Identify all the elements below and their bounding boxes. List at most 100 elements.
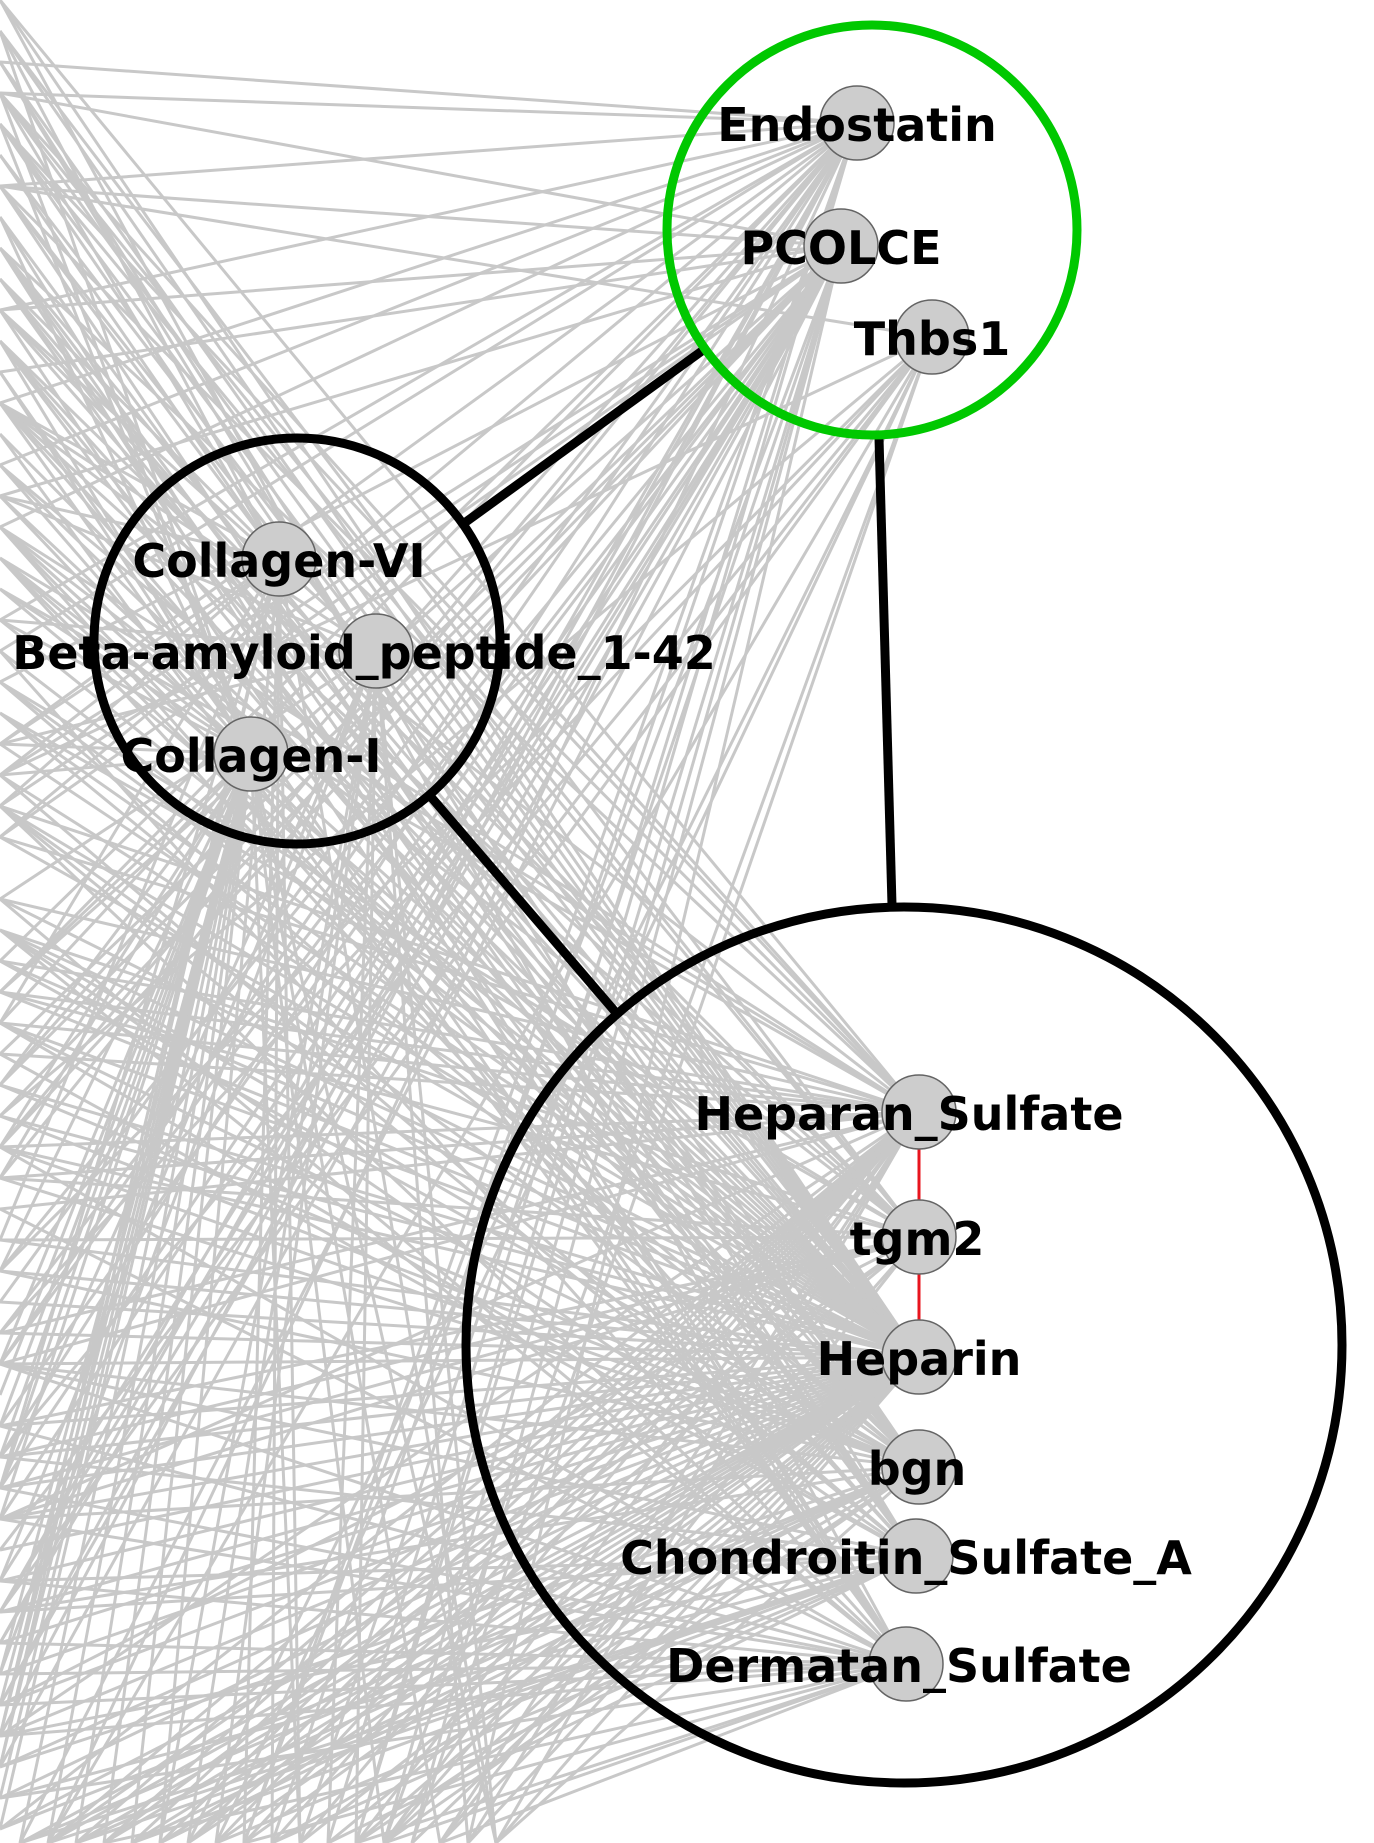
- node-endostatin[interactable]: [819, 85, 895, 161]
- node-heparan-sulfate[interactable]: [881, 1074, 957, 1150]
- background-edge: [0, 753, 253, 1427]
- node-collagen-i[interactable]: [213, 716, 289, 792]
- background-edge: [0, 556, 921, 1469]
- node-heparin[interactable]: [881, 1319, 957, 1395]
- background-edge: [0, 753, 253, 1272]
- background-edge: [0, 1362, 907, 1666]
- background-edge: [0, 278, 918, 1557]
- background-edge: [215, 1355, 920, 1843]
- node-label-collagen-vi: Collagen-VI: [132, 534, 425, 588]
- background-edge: [0, 1465, 920, 1614]
- background-edge: [0, 742, 920, 1359]
- background-edge: [47, 1235, 920, 1843]
- background-edge: [0, 216, 908, 1665]
- background-edge: [0, 91, 858, 125]
- background-edge: [0, 121, 858, 529]
- background-edge: [0, 494, 921, 1469]
- background-edge: [0, 371, 908, 1665]
- background-edge: [0, 60, 858, 125]
- background-edge: [0, 680, 920, 1239]
- background-edge: [0, 711, 920, 1239]
- node-collagen-vi[interactable]: [241, 521, 317, 597]
- background-edge: [0, 244, 842, 684]
- node-beta-amyloid[interactable]: [338, 613, 414, 689]
- node-dermatan-sulfate[interactable]: [868, 1626, 944, 1702]
- background-edge: [0, 184, 921, 1114]
- background-edge: [0, 1176, 920, 1469]
- background-edge: [130, 753, 253, 1843]
- background-edge: [0, 247, 921, 1468]
- background-edge: [0, 897, 907, 1666]
- background-edge: [0, 618, 920, 1359]
- background-edge: [0, 1362, 920, 1469]
- background-edge: [0, 1662, 907, 1738]
- cluster-bottom-outline[interactable]: [461, 902, 1347, 1788]
- background-edge: [0, 1465, 920, 1831]
- background-edge: [0, 1486, 907, 1666]
- background-edge: [0, 1517, 907, 1666]
- background-edge: [0, 1207, 907, 1666]
- background-edge: [0, 1554, 917, 1583]
- background-edge: [0, 990, 920, 1239]
- background-edge: [0, 339, 921, 1359]
- background-edge: [74, 753, 253, 1843]
- background-edge: [0, 1176, 920, 1239]
- background-edge: [0, 247, 918, 1557]
- background-edge: [0, 804, 908, 1666]
- node-label-endostatin: Endostatin: [717, 98, 997, 152]
- background-edge: [0, 1554, 917, 1614]
- node-pcolce[interactable]: [803, 208, 879, 284]
- cluster-left-outline[interactable]: [89, 433, 505, 849]
- background-edge: [0, 245, 843, 1582]
- background-edge: [0, 123, 921, 1468]
- background-edge: [0, 1554, 917, 1800]
- background-edge: [0, 247, 908, 1665]
- background-edge: [0, 61, 918, 1557]
- node-label-beta-amyloid: Beta-amyloid_peptide_1-42: [12, 626, 715, 680]
- background-edge: [0, 753, 253, 1458]
- cluster-links: [427, 344, 897, 1018]
- background-edge: [103, 1662, 907, 1843]
- background-edge: [0, 30, 921, 1238]
- background-edge: [0, 928, 920, 1359]
- background-edge: [0, 1355, 920, 1459]
- background-edge: [0, 618, 252, 756]
- background-edge: [0, 121, 859, 994]
- node-label-thbs1: Thbs1: [854, 312, 1010, 366]
- background-edge: [299, 1355, 920, 1843]
- background-edge: [0, 1083, 920, 1469]
- background-edge: [0, 433, 908, 1665]
- cluster-top-outline[interactable]: [662, 20, 1082, 440]
- node-chondroitin-sulfate-a[interactable]: [878, 1518, 954, 1594]
- background-edge: [0, 121, 858, 622]
- background-edge: [0, 154, 281, 560]
- background-edge: [0, 185, 918, 1557]
- background-edge: [0, 928, 920, 1239]
- background-edge: [214, 650, 378, 1843]
- background-edge: [0, 121, 858, 653]
- background-edge: [355, 1662, 907, 1843]
- node-label-dermatan-sulfate: Dermatan_Sulfate: [666, 1639, 1132, 1693]
- node-label-bgn: bgn: [868, 1442, 967, 1496]
- node-tgm2[interactable]: [881, 1199, 957, 1275]
- background-edge: [0, 1424, 907, 1666]
- background-edge: [0, 928, 920, 1469]
- node-label-heparan-sulfate: Heparan_Sulfate: [694, 1087, 1123, 1141]
- node-bgn[interactable]: [881, 1429, 957, 1505]
- background-edge: [0, 525, 920, 1239]
- background-edge: [0, 277, 281, 561]
- background-edge: [243, 1662, 907, 1843]
- background-edge: [0, 30, 921, 1358]
- background-edge: [271, 1554, 917, 1843]
- background-edge: [0, 401, 921, 1359]
- background-edge: [0, 1021, 920, 1359]
- node-label-pcolce: PCOLCE: [740, 221, 941, 275]
- background-edge: [0, 959, 920, 1469]
- background-edge: [438, 1236, 921, 1843]
- background-edge: [158, 650, 378, 1843]
- node-thbs1[interactable]: [894, 299, 970, 375]
- background-edge: [0, 244, 843, 1149]
- cluster-link-cluster-left-cluster-bottom: [427, 794, 622, 1018]
- background-edge: [0, 91, 842, 248]
